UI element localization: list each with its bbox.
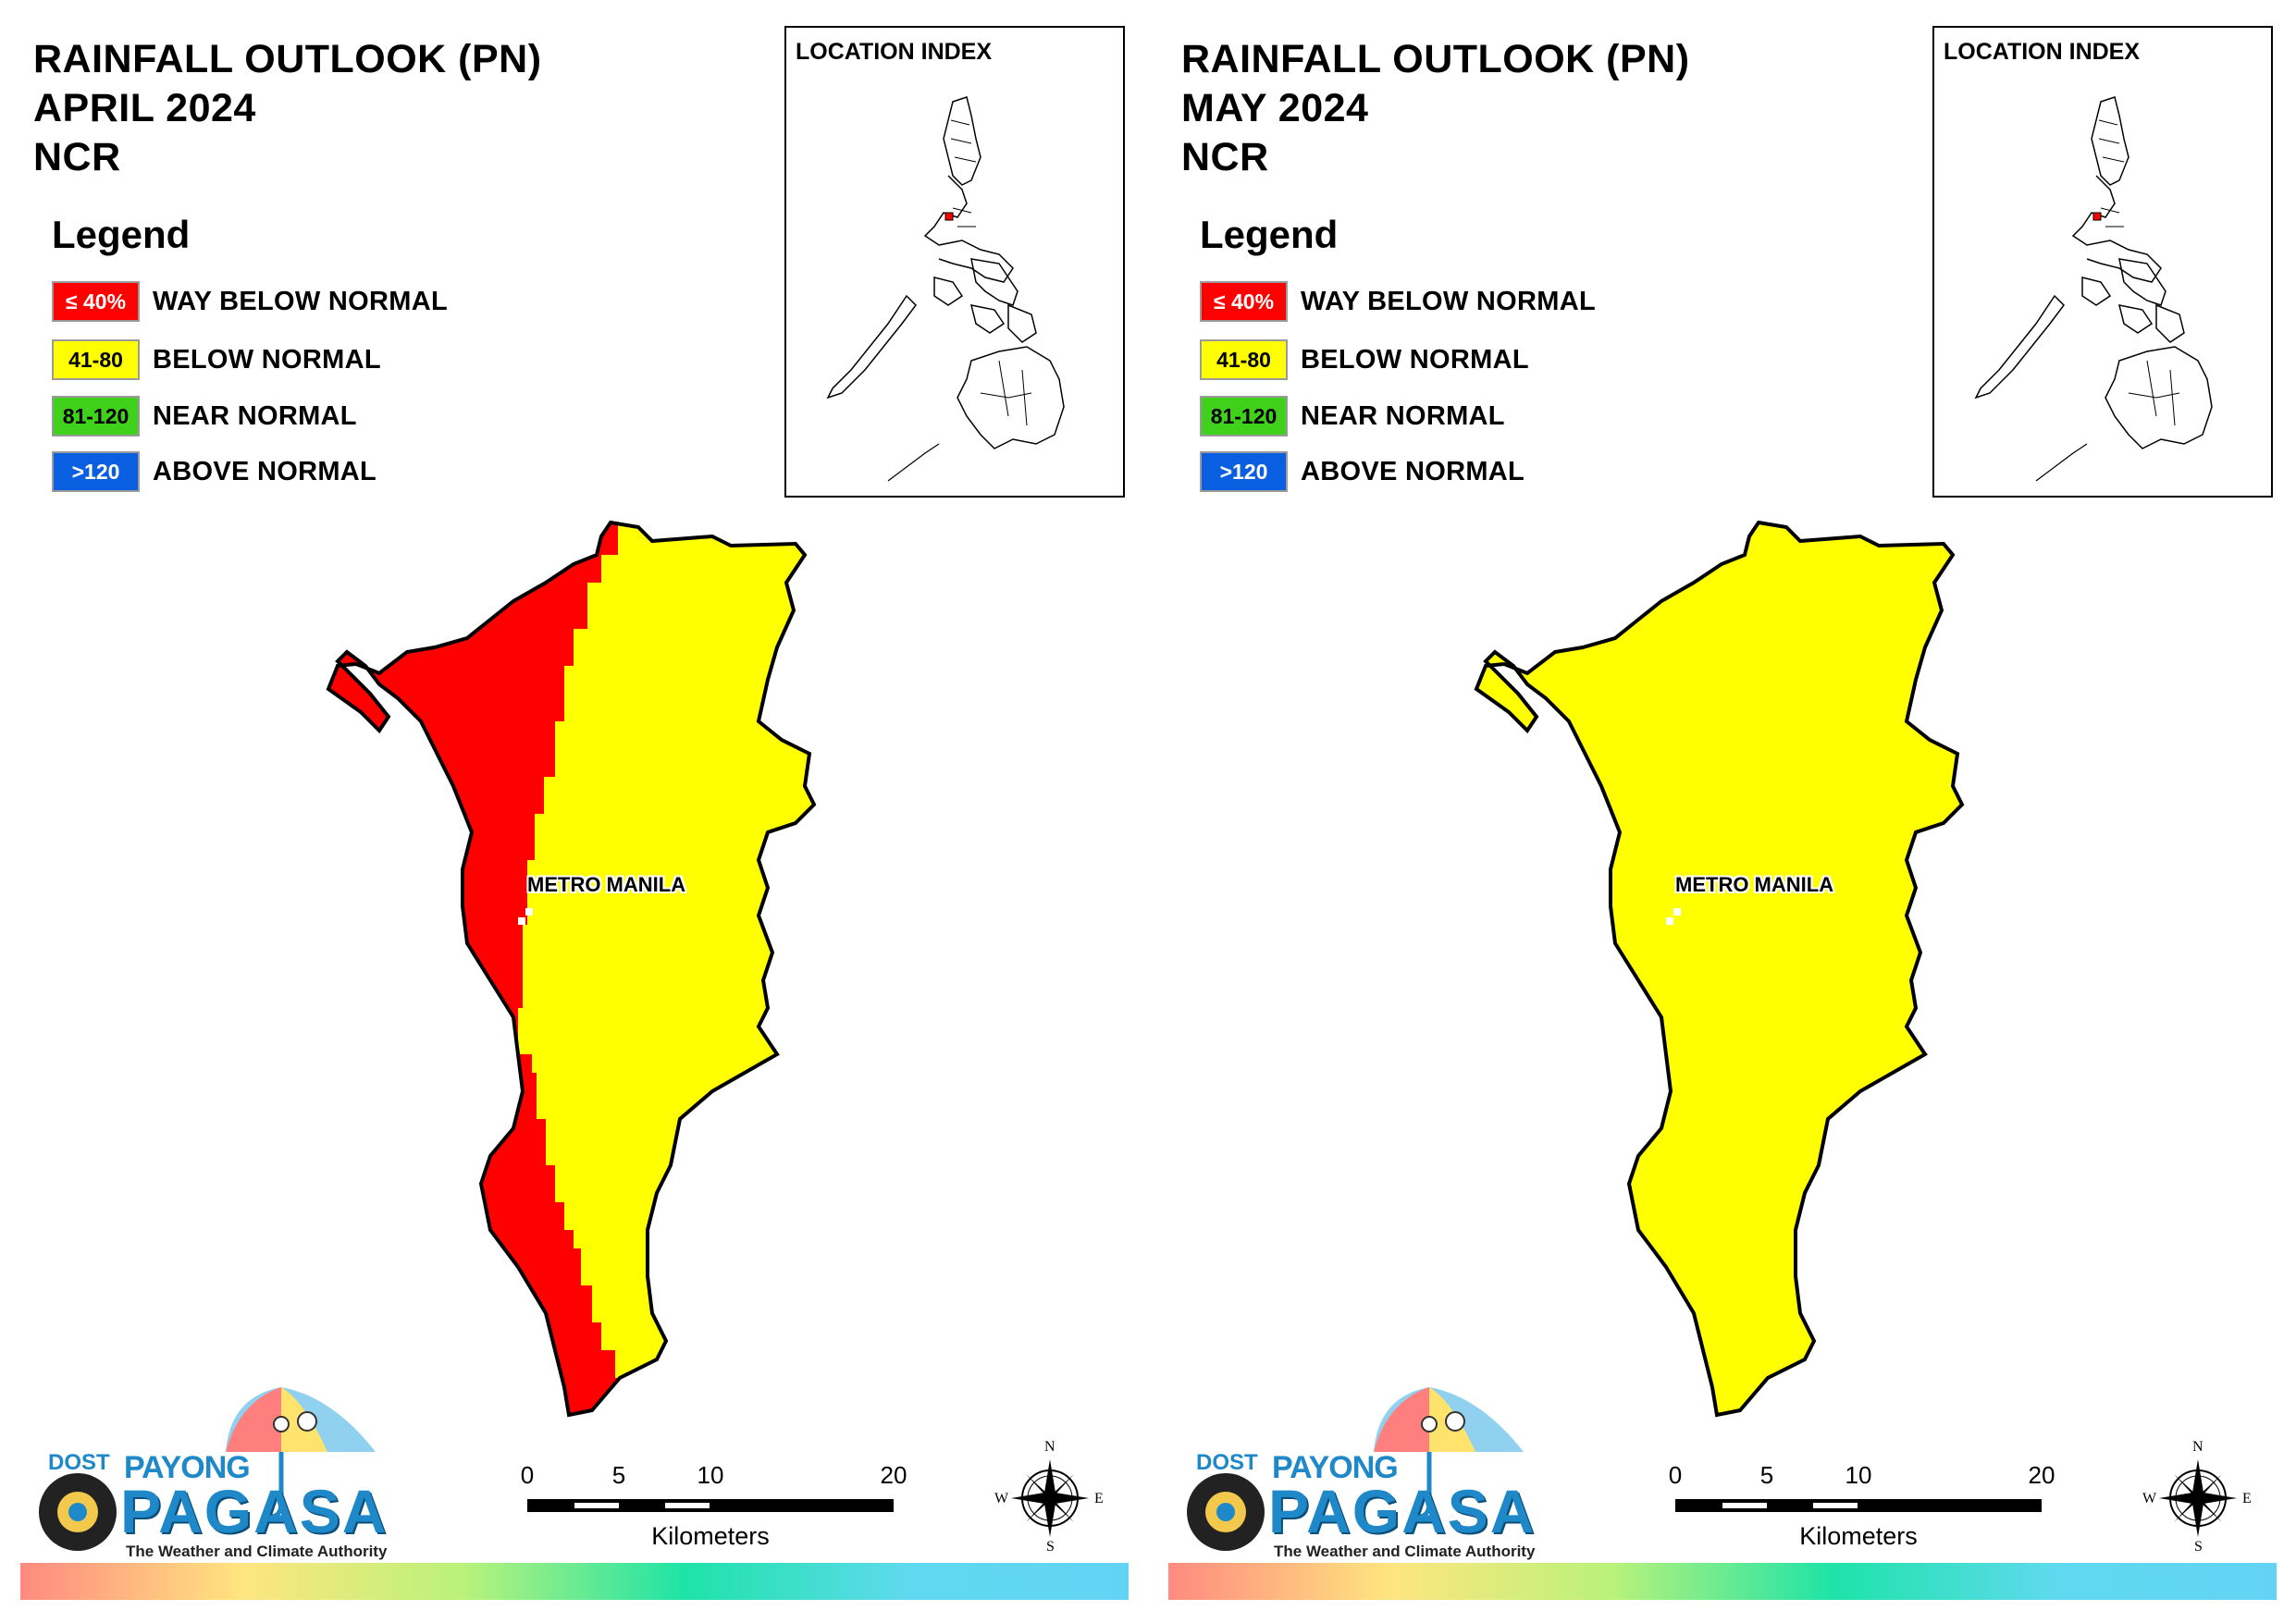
legend-swatch: >120 — [1200, 451, 1288, 492]
logo-dost-text: DOST — [48, 1450, 110, 1475]
legend-item-below: 41-80 BELOW NORMAL — [52, 338, 381, 381]
panel-may: RAINFALL OUTLOOK (PN) MAY 2024 NCR Legen… — [1148, 0, 2296, 1623]
logo-tagline: The Weather and Climate Authority — [1274, 1543, 1536, 1560]
title-line-2: APRIL 2024 — [33, 86, 256, 130]
legend-swatch: 81-120 — [1200, 396, 1288, 436]
title-line-3: NCR — [1181, 135, 1269, 179]
title-line-1: RAINFALL OUTLOOK (PN) — [1181, 37, 1690, 81]
compass-rose: N S E W — [2142, 1439, 2253, 1555]
scale-tick: 10 — [697, 1461, 724, 1489]
scale-tick: 0 — [1668, 1461, 1683, 1489]
logo-payong-text: PAYONG — [124, 1450, 251, 1485]
scale-bar-graphic — [527, 1499, 894, 1512]
umbrella-icon — [39, 1387, 376, 1551]
legend-swatch: 41-80 — [52, 339, 140, 380]
legend-item-way-below: ≤ 40% WAY BELOW NORMAL — [52, 280, 448, 323]
umbrella-icon — [1187, 1387, 1524, 1551]
legend-label: NEAR NORMAL — [1301, 400, 1505, 431]
legend-item-near: 81-120 NEAR NORMAL — [1200, 395, 1505, 437]
scale-bar-graphic — [1675, 1499, 2042, 1512]
ncr-rainfall-map — [1474, 520, 1965, 1418]
scale-tick: 20 — [880, 1461, 907, 1489]
compass-w: W — [994, 1491, 1009, 1506]
compass-s: S — [1046, 1539, 1055, 1555]
payong-pagasa-logo: DOST PAYONG PAGASA The Weather and Clima… — [31, 1387, 401, 1572]
legend-swatch: 81-120 — [52, 396, 140, 436]
ncr-rainfall-map — [326, 520, 817, 1418]
legend-swatch: 41-80 — [1200, 339, 1288, 380]
legend-swatch: ≤ 40% — [1200, 281, 1288, 322]
legend-item-above: >120 ABOVE NORMAL — [52, 450, 376, 493]
title-line-1: RAINFALL OUTLOOK (PN) — [33, 37, 542, 81]
compass-e: E — [1094, 1491, 1104, 1506]
title-line-3: NCR — [33, 135, 121, 179]
legend-title: Legend — [1200, 213, 1339, 256]
scale-tick: 0 — [520, 1461, 535, 1489]
ncr-boundary — [1474, 520, 1965, 1418]
legend-label: WAY BELOW NORMAL — [1301, 286, 1596, 316]
legend-label: ABOVE NORMAL — [153, 456, 377, 486]
location-index-title: LOCATION INDEX — [796, 39, 993, 65]
metro-manila-label: METRO MANILA — [527, 873, 686, 896]
scale-bar: 0 5 10 20 Kilometers — [521, 1461, 916, 1563]
logo-tagline: The Weather and Climate Authority — [126, 1543, 388, 1560]
below-normal-area — [328, 523, 814, 1415]
metro-manila-label: METRO MANILA — [1675, 873, 1834, 896]
legend-label: ABOVE NORMAL — [1301, 456, 1525, 486]
payong-pagasa-logo: DOST PAYONG PAGASA The Weather and Clima… — [1179, 1387, 1549, 1572]
compass-n: N — [1044, 1439, 1055, 1455]
scale-tick: 10 — [1845, 1461, 1872, 1489]
legend-label: BELOW NORMAL — [1301, 344, 1529, 375]
location-index-title: LOCATION INDEX — [1944, 39, 2141, 65]
scale-tick: 20 — [2028, 1461, 2055, 1489]
scale-unit: Kilometers — [1799, 1522, 1918, 1550]
scale-bar: 0 5 10 20 Kilometers — [1669, 1461, 2064, 1563]
location-index: LOCATION INDEX — [784, 26, 1125, 498]
bottom-color-strip — [1168, 1563, 2277, 1600]
map-title: RAINFALL OUTLOOK (PN) APRIL 2024 NCR — [33, 35, 542, 182]
compass-icon — [1011, 1459, 1089, 1537]
map-title: RAINFALL OUTLOOK (PN) MAY 2024 NCR — [1181, 35, 1690, 182]
legend-label: NEAR NORMAL — [153, 400, 357, 431]
scale-tick: 5 — [1759, 1461, 1774, 1489]
location-index: LOCATION INDEX — [1932, 26, 2273, 498]
compass-e: E — [2242, 1491, 2252, 1506]
legend-item-way-below: ≤ 40% WAY BELOW NORMAL — [1200, 280, 1596, 323]
legend-label: WAY BELOW NORMAL — [153, 286, 448, 316]
logo-payong-text: PAYONG — [1272, 1450, 1399, 1485]
legend-item-near: 81-120 NEAR NORMAL — [52, 395, 357, 437]
legend-swatch: ≤ 40% — [52, 281, 140, 322]
compass-n: N — [2192, 1439, 2203, 1455]
title-line-2: MAY 2024 — [1181, 86, 1369, 130]
compass-w: W — [2142, 1491, 2157, 1506]
legend-label: BELOW NORMAL — [153, 344, 381, 375]
legend-swatch: >120 — [52, 451, 140, 492]
logo-pagasa-text: PAGASA — [120, 1477, 389, 1545]
scale-tick: 5 — [611, 1461, 626, 1489]
legend-item-below: 41-80 BELOW NORMAL — [1200, 338, 1529, 381]
compass-s: S — [2194, 1539, 2203, 1555]
ncr-boundary — [326, 520, 817, 1418]
logo-dost-text: DOST — [1196, 1450, 1258, 1475]
legend-item-above: >120 ABOVE NORMAL — [1200, 450, 1524, 493]
bottom-color-strip — [20, 1563, 1129, 1600]
compass-icon — [2159, 1459, 2237, 1537]
legend-title: Legend — [52, 213, 191, 256]
panel-april: RAINFALL OUTLOOK (PN) APRIL 2024 NCR Leg… — [20, 26, 1129, 1600]
philippines-inset-map — [826, 96, 1065, 482]
compass-rose: N S E W — [994, 1439, 1105, 1555]
philippines-inset-map — [1974, 96, 2213, 482]
scale-unit: Kilometers — [651, 1522, 770, 1550]
logo-pagasa-text: PAGASA — [1268, 1477, 1537, 1545]
